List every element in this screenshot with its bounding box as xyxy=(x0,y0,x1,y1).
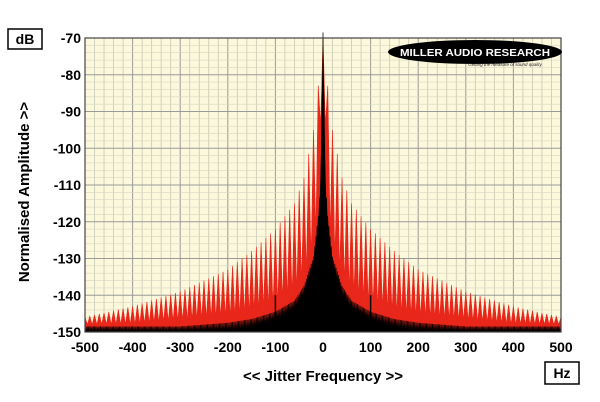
x-tick-labels: -500 -400 -300 -200 -100 0 100 200 300 400 500 xyxy=(71,339,573,355)
y-tick-label: -150 xyxy=(53,324,81,340)
x-tick-label: -400 xyxy=(119,339,147,355)
y-tick-label: -80 xyxy=(61,67,81,83)
x-tick-label: 300 xyxy=(454,339,478,355)
x-unit-box: Hz xyxy=(544,361,580,385)
x-tick-label: 200 xyxy=(407,339,431,355)
y-unit-label: dB xyxy=(16,31,35,47)
y-tick-label: -120 xyxy=(53,214,81,230)
y-tick-label: -130 xyxy=(53,251,81,267)
y-tick-label: -70 xyxy=(61,30,81,46)
y-tick-labels: -70 -80 -90 -100 -110 -120 -130 -140 -150 xyxy=(53,30,81,340)
x-tick-label: 500 xyxy=(549,339,573,355)
x-tick-label: -300 xyxy=(166,339,194,355)
series-black-noise xyxy=(84,32,562,333)
x-tick-label: -500 xyxy=(71,339,99,355)
logo-brand: MILLER AUDIO RESEARCH xyxy=(400,47,550,59)
x-tick-label: 0 xyxy=(319,339,327,355)
x-axis-title: << Jitter Frequency >> xyxy=(243,368,403,385)
logo-tagline: Getting the measure of sound quality xyxy=(468,62,542,67)
y-unit-box: dB xyxy=(7,28,43,50)
miller-audio-research-logo: MILLER AUDIO RESEARCH Getting the measur… xyxy=(388,40,562,67)
x-tick-label: -200 xyxy=(214,339,242,355)
x-unit-label: Hz xyxy=(553,365,570,381)
y-tick-label: -140 xyxy=(53,287,81,303)
plot-frame xyxy=(84,37,562,333)
x-tick-label: 100 xyxy=(359,339,383,355)
x-tick-label: -100 xyxy=(261,339,289,355)
y-tick-label: -90 xyxy=(61,104,81,120)
x-tick-label: 400 xyxy=(502,339,526,355)
y-tick-label: -100 xyxy=(53,140,81,156)
y-axis-title: Normalised Amplitude >> xyxy=(16,102,33,283)
y-tick-label: -110 xyxy=(54,177,81,193)
series-layer xyxy=(84,32,562,333)
